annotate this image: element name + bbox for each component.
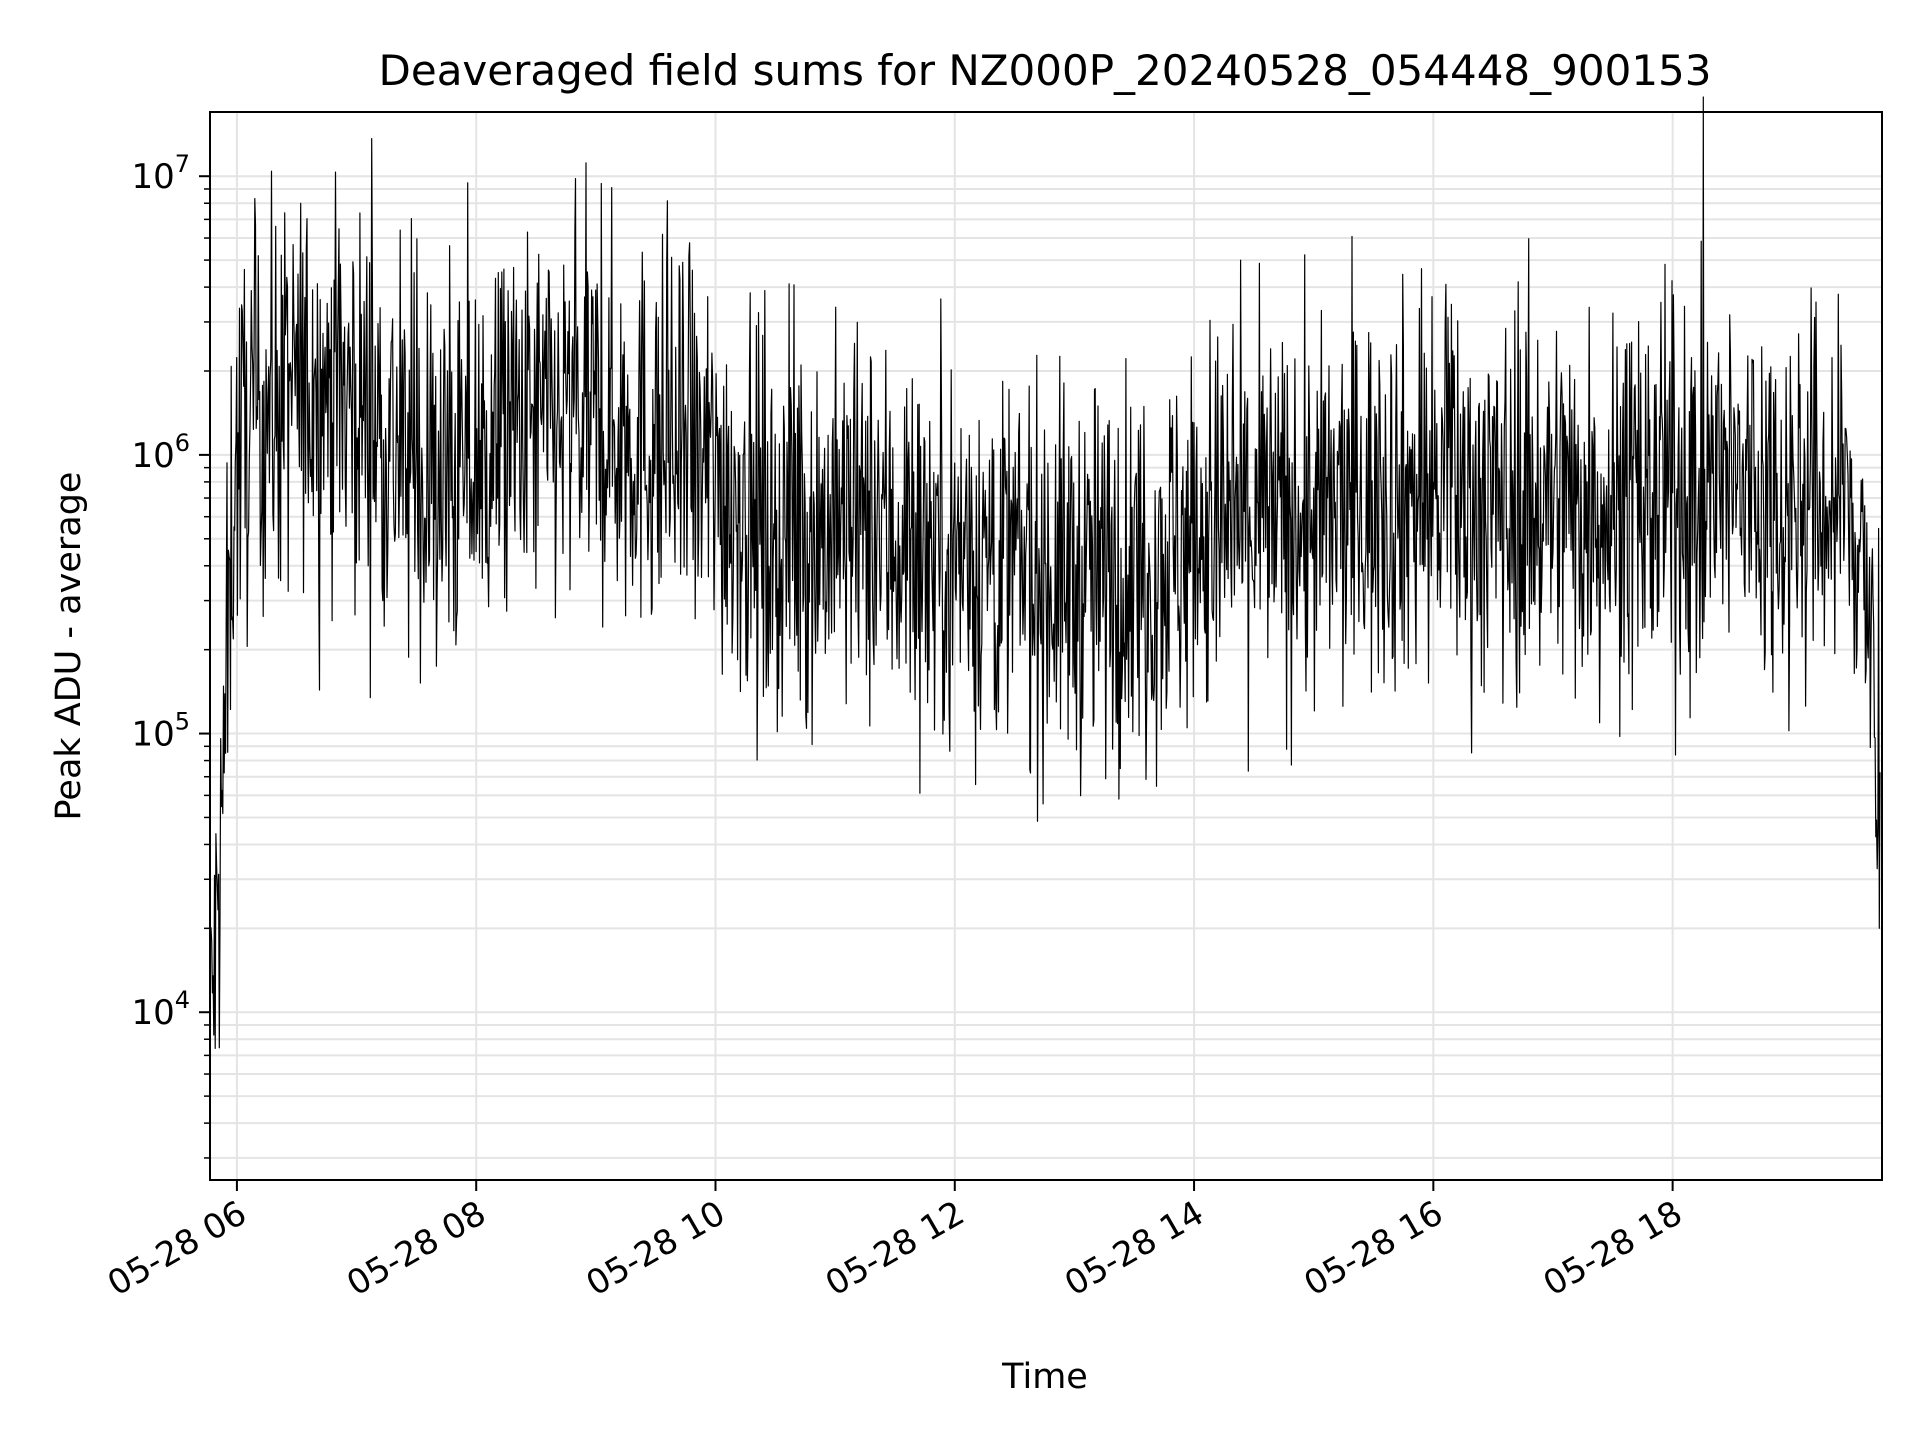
series-line (210, 96, 1881, 1049)
series-layer (210, 96, 1881, 1049)
x-axis-label: Time (1001, 1357, 1088, 1397)
chart-title: Deaveraged field sums for NZ000P_2024052… (379, 46, 1712, 95)
y-tick-label: 104 (131, 986, 190, 1033)
y-tick-label: 105 (131, 708, 190, 755)
y-axis-label: Peak ADU - average (49, 472, 89, 821)
y-tick-label: 107 (131, 150, 190, 197)
plot-frame (209, 111, 1883, 1181)
y-tick-label: 106 (131, 429, 190, 476)
y-axis: 104 105 106 107 (131, 150, 210, 1159)
